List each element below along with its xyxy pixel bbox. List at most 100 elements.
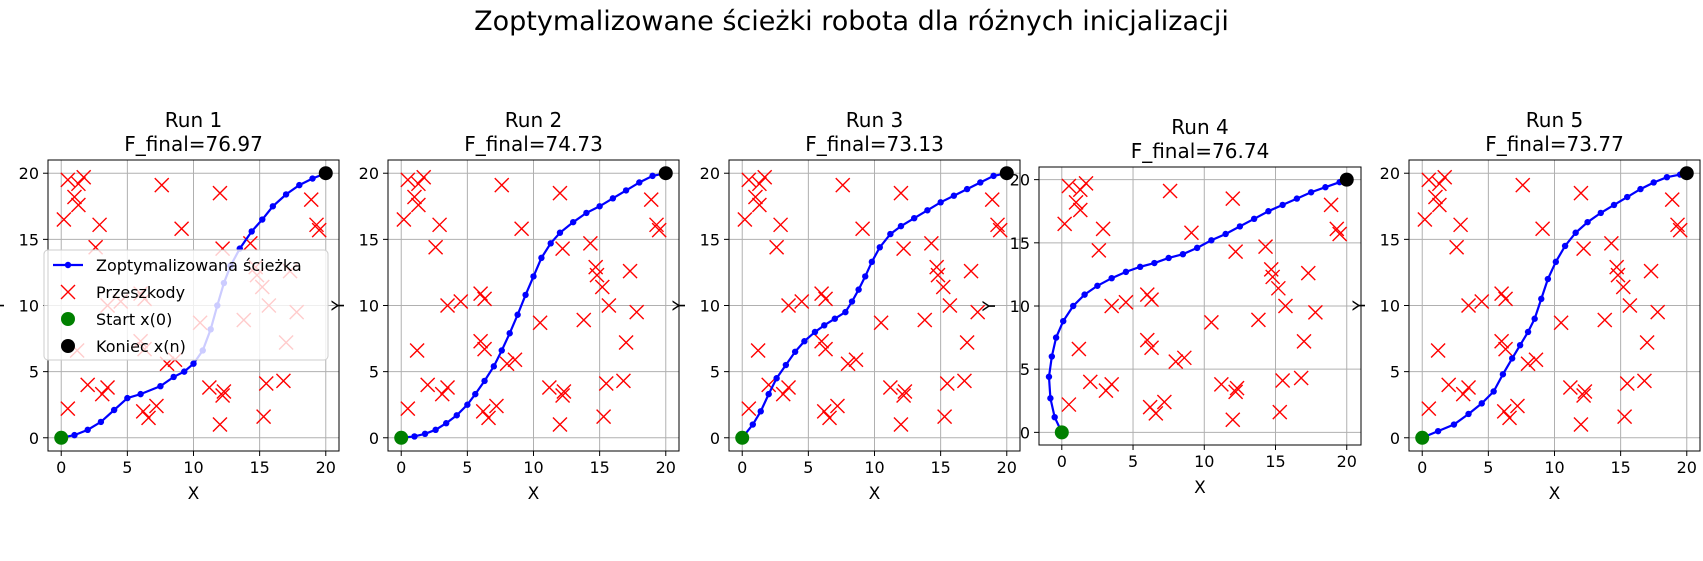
obstacle-marker xyxy=(258,376,274,392)
obstacle-marker xyxy=(835,177,851,193)
x-axis-label: X xyxy=(528,484,540,504)
obstacle-marker xyxy=(311,222,327,238)
obstacle-marker xyxy=(935,279,951,295)
x-tick-label: 10 xyxy=(183,458,203,477)
obstacle-marker xyxy=(1498,341,1514,357)
obstacle-marker xyxy=(410,197,426,213)
x-tick-label: 5 xyxy=(1128,452,1138,471)
path-point xyxy=(636,179,643,186)
obstacle-marker xyxy=(1461,380,1477,396)
obstacle-marker xyxy=(555,241,571,257)
obstacle-marker xyxy=(598,376,614,392)
y-axis-label: Y xyxy=(1350,300,1370,312)
obstacle-marker xyxy=(256,409,272,425)
y-axis: 0 5 10 15 20 xyxy=(1380,164,1409,448)
y-tick-label: 15 xyxy=(19,230,39,249)
plot-area xyxy=(735,166,1014,445)
obstacle-marker xyxy=(1509,398,1525,414)
path-point xyxy=(464,401,471,408)
obstacle-marker xyxy=(1265,269,1281,285)
path-point xyxy=(831,315,839,322)
end-marker xyxy=(658,166,673,181)
obstacle-marker xyxy=(896,241,912,257)
obstacle-marker xyxy=(406,189,422,205)
obstacle-marker xyxy=(1293,370,1309,386)
obstacle-marker xyxy=(1449,239,1465,255)
subplot-title: Run 5 xyxy=(1526,108,1583,132)
legend-obstacle-marker xyxy=(60,284,76,300)
obstacle-marker xyxy=(937,409,953,425)
legend-label: Start x(0) xyxy=(96,310,172,329)
obstacle-marker xyxy=(1636,373,1652,389)
path-point xyxy=(1584,218,1591,226)
path-point xyxy=(443,420,450,427)
x-axis: 0 5 10 15 20 xyxy=(396,451,676,477)
obstacle-marker xyxy=(453,294,469,310)
obstacle-marker xyxy=(601,298,617,313)
end-marker xyxy=(999,166,1014,181)
path-point xyxy=(296,181,303,189)
obstacle-marker xyxy=(100,380,116,396)
obstacle-marker xyxy=(201,380,217,396)
obstacle-marker xyxy=(1610,267,1626,283)
obstacle-marker xyxy=(499,356,515,372)
obstacle-marker xyxy=(1176,350,1192,366)
obstacle-marker xyxy=(757,169,773,185)
y-tick-label: 0 xyxy=(1020,423,1030,442)
obstacle-marker xyxy=(1577,383,1593,399)
path-point xyxy=(862,273,869,280)
path-point xyxy=(110,406,118,414)
obstacle-marker xyxy=(829,398,845,414)
obstacle-marker xyxy=(1139,332,1155,348)
obstacle-marker xyxy=(1573,185,1589,201)
obstacle-marker xyxy=(440,380,456,396)
path-point xyxy=(124,394,131,402)
plot-area xyxy=(1045,172,1354,440)
path-point xyxy=(1465,410,1472,418)
obstacle-marker xyxy=(1430,342,1446,358)
path-point xyxy=(1650,179,1657,186)
obstacle-marker xyxy=(481,410,497,426)
obstacle-marker xyxy=(1296,333,1312,349)
obstacle-marker xyxy=(848,352,864,368)
obstacle-marker xyxy=(751,197,767,213)
path-point xyxy=(1307,189,1315,196)
x-tick-label: 15 xyxy=(1610,458,1630,477)
x-axis-label: X xyxy=(1194,478,1206,498)
path-point xyxy=(1572,229,1579,236)
path-point xyxy=(432,426,439,434)
path-point xyxy=(765,390,772,398)
x-axis: 0 5 10 15 20 xyxy=(1057,445,1357,471)
subplot-subtitle: F_final=74.73 xyxy=(464,132,603,156)
obstacle-marker xyxy=(440,298,456,313)
obstacle-marker xyxy=(1148,405,1164,421)
path-point xyxy=(84,426,91,434)
y-tick-label: 20 xyxy=(19,164,39,183)
legend-box xyxy=(43,249,329,361)
obstacle-marker xyxy=(1225,412,1241,428)
obstacle-marker xyxy=(434,386,450,402)
obstacle-marker xyxy=(1453,217,1469,233)
obstacle-marker xyxy=(939,376,955,392)
grid xyxy=(388,160,679,451)
legend-label: Zoptymalizowana ścieżka xyxy=(96,256,302,275)
y-tick-label: 20 xyxy=(700,164,720,183)
path-point xyxy=(569,218,577,226)
obstacle-marker xyxy=(409,342,425,358)
grid xyxy=(1409,160,1700,451)
obstacles xyxy=(1417,169,1688,433)
obstacle-marker xyxy=(477,341,493,357)
x-axis-label: X xyxy=(1549,484,1561,504)
path-point xyxy=(1450,421,1458,428)
x-tick-label: 10 xyxy=(1544,458,1564,477)
grid xyxy=(1039,167,1361,445)
y-tick-label: 20 xyxy=(359,164,379,183)
obstacle-marker xyxy=(1515,177,1531,193)
path-point xyxy=(1478,400,1485,407)
obstacle-marker xyxy=(942,298,958,313)
obstacle-marker xyxy=(855,221,871,237)
obstacle-marker xyxy=(818,341,834,357)
obstacle-marker xyxy=(618,335,634,351)
obstacle-marker xyxy=(1576,387,1592,403)
